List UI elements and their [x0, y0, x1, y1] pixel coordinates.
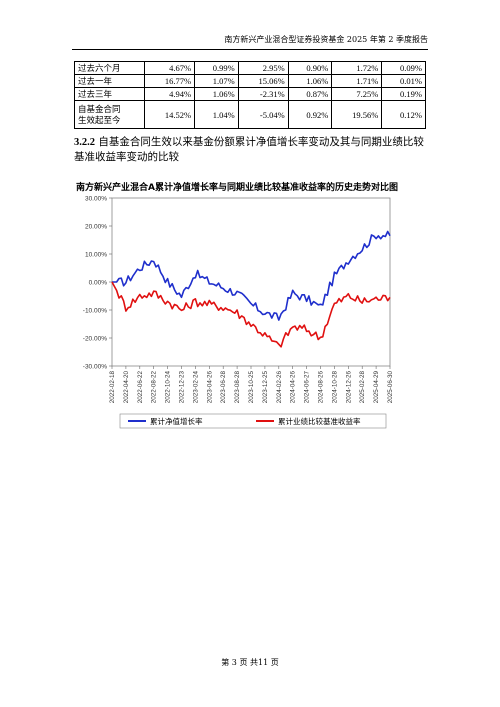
cell: 1.07% — [194, 74, 239, 88]
plot-frame — [111, 197, 391, 367]
x-tick-label: 2022-08-22 — [151, 371, 158, 404]
row-label: 过去一年 — [74, 74, 145, 88]
x-tick-label: 2022-12-23 — [179, 371, 186, 404]
x-tick-label: 2023-02-24 — [192, 371, 199, 404]
cell: 0.19% — [381, 87, 426, 101]
row-label-line: 自基金合同 — [78, 103, 121, 114]
legend-label: 累计净值增长率 — [150, 416, 203, 426]
row-label-line: 生效起至今 — [78, 114, 121, 125]
x-tick-label: 2023-04-26 — [206, 371, 213, 404]
performance-table: 过去六个月 4.67% 0.99% 2.95% 0.90% 1.72% 0.09… — [74, 61, 426, 129]
x-tick-label: 2024-12-26 — [345, 371, 352, 404]
cell: 4.67% — [143, 61, 196, 75]
x-tick-label: 2022-06-22 — [137, 371, 144, 404]
cell: -5.04% — [237, 100, 289, 129]
row-label: 自基金合同 生效起至今 — [74, 100, 145, 129]
x-tick-label: 2023-06-28 — [220, 371, 227, 404]
x-tick-label: 2024-06-27 — [304, 371, 311, 404]
y-tick-label: 20.00% — [85, 224, 107, 231]
chart-axes: 30.00% 20.00% 10.00% 0.00% -10.00% -20.00% -30… — [83, 196, 394, 404]
page-footer: 第 3 页 共11 页 — [221, 658, 279, 667]
chart-series — [111, 230, 391, 348]
cell: 0.87% — [287, 87, 333, 101]
section-title: 自基金合同生效以来基金份额累计净值增长率变动及其与同期业绩比较基准收益率变动的比… — [74, 136, 424, 163]
legend-box — [119, 413, 387, 429]
table-row: 自基金合同 生效起至今 14.52% 1.04% -5.04% 0.92% 19… — [74, 100, 426, 129]
cell: 7.25% — [331, 87, 383, 101]
x-tick-label: 2024-02-26 — [276, 371, 283, 404]
cell: 0.12% — [381, 100, 426, 129]
y-tick-label: -20.00% — [83, 336, 107, 343]
x-tick-label: 2023-10-25 — [248, 371, 255, 404]
section-number: 3.2.2 — [74, 137, 95, 148]
x-tick-label: 2024-10-28 — [331, 371, 338, 404]
cell: 1.72% — [331, 61, 383, 75]
page-header: 南方新兴产业混合型证券投资基金 2025 年第 2 季度报告 — [72, 34, 428, 50]
chart-legend: 累计净值增长率 累计业绩比较基准收益率 — [119, 413, 387, 429]
cell: 15.06% — [237, 74, 289, 88]
x-tick-label: 2025-04-29 — [373, 371, 380, 404]
x-tick-label: 2025-06-30 — [387, 371, 394, 404]
cell: 14.52% — [143, 100, 196, 129]
cell: 19.56% — [331, 100, 383, 129]
series-line-2 — [111, 281, 391, 348]
cell: 1.04% — [194, 100, 239, 129]
cell: 0.01% — [381, 74, 426, 88]
y-tick-label: -10.00% — [83, 308, 107, 315]
x-tick-label: 2023-12-25 — [262, 371, 269, 404]
row-label: 过去三年 — [74, 87, 145, 101]
x-tick-label: 2024-08-26 — [318, 371, 325, 404]
section-heading: 3.2.2 自基金合同生效以来基金份额累计净值增长率变动及其与同期业绩比较基准收… — [74, 135, 430, 165]
header-title: 南方新兴产业混合型证券投资基金 2025 年第 2 季度报告 — [224, 35, 428, 44]
chart-title: 南方新兴产业混合A累计净值增长率与同期业绩比较基准收益率的历史走势对比图 — [76, 183, 398, 193]
cell: 1.06% — [287, 74, 333, 88]
cell: 0.90% — [287, 61, 333, 75]
cell: 0.99% — [194, 61, 239, 75]
table-row: 过去一年 16.77% 1.07% 15.06% 1.06% 1.71% 0.0… — [74, 74, 426, 88]
cell: 2.95% — [237, 61, 289, 75]
legend-label: 累计业绩比较基准收益率 — [278, 416, 361, 426]
x-tick-label: 2022-04-20 — [123, 371, 130, 404]
y-tick-label: 0.00% — [89, 280, 108, 287]
y-tick-label: 30.00% — [85, 196, 107, 203]
table-row: 过去六个月 4.67% 0.99% 2.95% 0.90% 1.72% 0.09… — [74, 61, 426, 75]
x-tick-label: 2022-10-24 — [165, 371, 172, 404]
y-tick-label: -30.00% — [83, 364, 107, 371]
cell: 0.92% — [287, 100, 333, 129]
cell: 1.06% — [194, 87, 239, 101]
cell: 0.09% — [381, 61, 426, 75]
series-line-1 — [112, 230, 391, 321]
cell: 1.71% — [331, 74, 383, 88]
x-tick-label: 2024-04-26 — [290, 371, 297, 404]
table-row: 过去三年 4.94% 1.06% -2.31% 0.87% 7.25% 0.19… — [74, 87, 426, 101]
x-tick-label: 2023-08-28 — [234, 371, 241, 404]
y-tick-label: 10.00% — [85, 252, 107, 259]
x-tick-label: 2022-02-18 — [109, 371, 116, 404]
cell: 4.94% — [143, 87, 196, 101]
cell: 16.77% — [143, 74, 196, 88]
x-tick-label: 2025-02-28 — [359, 371, 366, 404]
cell: -2.31% — [237, 87, 289, 101]
row-label: 过去六个月 — [74, 61, 145, 75]
line-chart: 30.00% 20.00% 10.00% 0.00% -10.00% -20.00% -30… — [83, 196, 394, 429]
